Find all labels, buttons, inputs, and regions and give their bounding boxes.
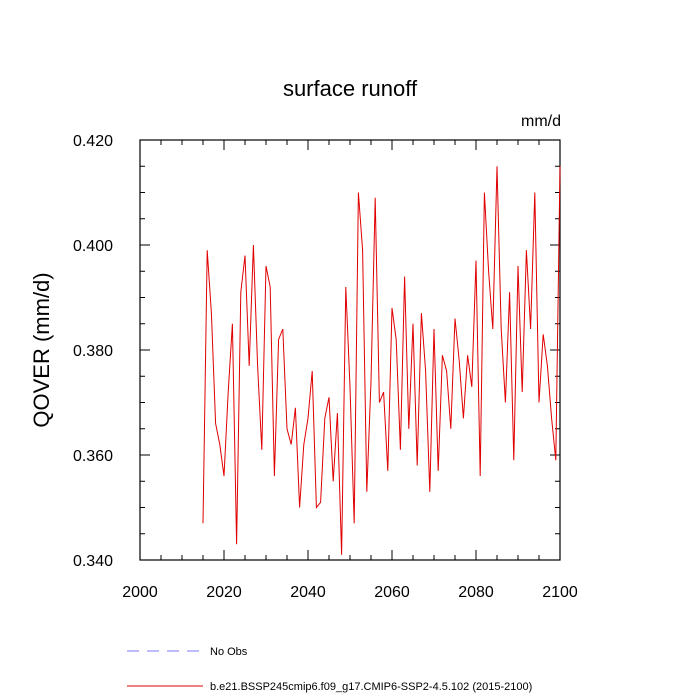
units-label: mm/d xyxy=(521,113,561,130)
y-tick-label: 0.360 xyxy=(73,448,113,465)
legend-label-ssp245: b.e21.BSSP245cmip6.f09_g17.CMIP6-SSP2-4.… xyxy=(210,681,532,693)
x-tick-label: 2080 xyxy=(458,584,494,601)
x-tick-label: 2060 xyxy=(374,584,410,601)
x-tick-label: 2100 xyxy=(542,584,578,601)
chart-title: surface runoff xyxy=(283,76,418,101)
y-tick-label: 0.400 xyxy=(73,238,113,255)
y-tick-label: 0.380 xyxy=(73,343,113,360)
y-tick-label: 0.340 xyxy=(73,553,113,570)
legend-label-no-obs: No Obs xyxy=(210,646,248,658)
x-tick-label: 2020 xyxy=(206,584,242,601)
y-axis-label: QOVER (mm/d) xyxy=(29,272,54,427)
x-tick-label: 2040 xyxy=(290,584,326,601)
y-tick-label: 0.420 xyxy=(73,133,113,150)
series-line-ssp245 xyxy=(202,166,561,555)
x-tick-label: 2000 xyxy=(122,584,158,601)
series-layer xyxy=(202,166,561,555)
axis-ticks: 2000 2020 2040 2060 2080 2100 0.340 0.360 0.380 0… xyxy=(73,133,578,601)
